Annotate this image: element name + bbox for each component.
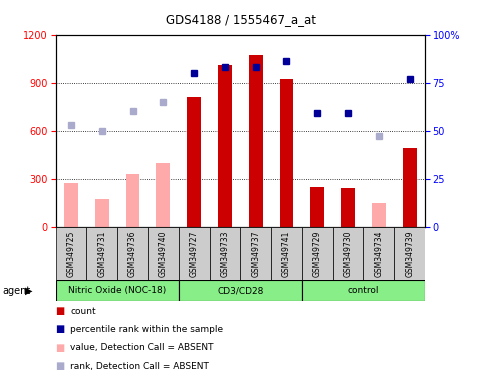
Bar (210, 227, 240, 280)
Text: agent: agent (2, 286, 30, 296)
Text: ■: ■ (56, 306, 65, 316)
Bar (126, 174, 140, 227)
Text: ■: ■ (56, 324, 65, 334)
Bar (311, 187, 324, 227)
Bar (364, 227, 394, 280)
Bar (302, 227, 333, 280)
Text: GSM349731: GSM349731 (97, 231, 106, 277)
Bar (333, 227, 364, 280)
Text: percentile rank within the sample: percentile rank within the sample (70, 325, 223, 334)
Text: GSM349730: GSM349730 (343, 231, 353, 277)
Text: Nitric Oxide (NOC-18): Nitric Oxide (NOC-18) (68, 286, 166, 295)
Text: control: control (348, 286, 379, 295)
Bar (56, 227, 86, 280)
Bar (372, 203, 386, 227)
Text: GSM349734: GSM349734 (374, 231, 384, 277)
Text: GSM349737: GSM349737 (251, 231, 260, 277)
Bar (341, 188, 355, 227)
Text: CD3/CD28: CD3/CD28 (217, 286, 264, 295)
Text: GSM349740: GSM349740 (159, 231, 168, 277)
Text: rank, Detection Call = ABSENT: rank, Detection Call = ABSENT (70, 362, 209, 371)
Bar (218, 65, 232, 227)
Bar (56, 280, 179, 301)
Text: ■: ■ (56, 361, 65, 371)
Text: count: count (70, 306, 96, 316)
Text: GSM349725: GSM349725 (67, 231, 75, 277)
Text: GSM349741: GSM349741 (282, 231, 291, 277)
Bar (187, 97, 201, 227)
Text: ■: ■ (56, 343, 65, 353)
Bar (280, 79, 293, 227)
Text: GSM349729: GSM349729 (313, 231, 322, 277)
Bar (86, 227, 117, 280)
Bar (403, 148, 416, 227)
Text: GSM349733: GSM349733 (220, 231, 229, 277)
Bar (179, 227, 210, 280)
Text: GSM349736: GSM349736 (128, 231, 137, 277)
Text: ▶: ▶ (25, 286, 33, 296)
Bar (271, 227, 302, 280)
Text: value, Detection Call = ABSENT: value, Detection Call = ABSENT (70, 343, 213, 353)
Bar (156, 162, 170, 227)
Bar (95, 199, 109, 227)
Bar (249, 55, 263, 227)
Bar (302, 280, 425, 301)
Bar (179, 280, 302, 301)
Text: GSM349727: GSM349727 (190, 231, 199, 277)
Bar (117, 227, 148, 280)
Text: GSM349739: GSM349739 (405, 231, 414, 277)
Bar (240, 227, 271, 280)
Bar (64, 184, 78, 227)
Bar (148, 227, 179, 280)
Text: GDS4188 / 1555467_a_at: GDS4188 / 1555467_a_at (167, 13, 316, 26)
Bar (394, 227, 425, 280)
